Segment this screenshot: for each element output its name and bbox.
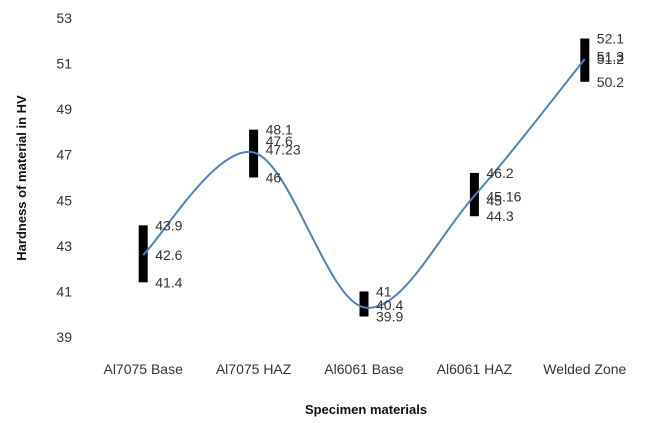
data-label: 46: [266, 170, 282, 186]
y-tick-label: 51: [56, 56, 72, 72]
data-label: 39.9: [376, 308, 403, 324]
data-label: 41.4: [155, 274, 182, 290]
data-label: 50.2: [597, 74, 624, 90]
data-label: 51.3: [597, 49, 624, 65]
x-tick-label: Al6061 Base: [324, 361, 404, 377]
x-tick-label: Welded Zone: [543, 361, 626, 377]
y-axis-title: Hardness of material in HV: [14, 95, 29, 261]
data-label: 43.9: [155, 217, 182, 233]
x-tick-label: Al6061 HAZ: [437, 361, 513, 377]
x-axis-title: Specimen materials: [305, 402, 427, 417]
data-label: 48.1: [266, 122, 293, 138]
data-label: 44.3: [486, 208, 513, 224]
data-label: 47.6: [266, 133, 293, 149]
y-tick-label: 39: [56, 329, 72, 345]
y-tick-label: 47: [56, 147, 72, 163]
data-label: 40.4: [376, 297, 403, 313]
x-tick-label: Al7075 HAZ: [216, 361, 292, 377]
y-tick-label: 41: [56, 283, 72, 299]
y-tick-label: 45: [56, 192, 72, 208]
data-label: 46.2: [486, 165, 513, 181]
series-line: [142, 58, 586, 309]
data-label: 45.16: [486, 189, 521, 205]
data-label: 51.2: [597, 51, 624, 67]
data-label: 47.23: [266, 141, 301, 157]
y-axis: 39 41 43 45 47 49 51 53: [56, 10, 72, 345]
y-tick-label: 49: [56, 101, 72, 117]
error-bar: [249, 129, 259, 178]
y-tick-label: 43: [56, 238, 72, 254]
x-axis: Al7075 Base Al7075 HAZ Al6061 Base Al6061 H…: [103, 361, 626, 377]
data-label: 42.6: [155, 247, 182, 263]
data-label: 52.1: [597, 31, 624, 47]
data-label: 45: [486, 192, 502, 208]
data-label: 41: [376, 283, 392, 299]
y-tick-label: 53: [56, 10, 72, 26]
error-bar: [359, 291, 369, 317]
x-tick-label: Al7075 Base: [103, 361, 183, 377]
